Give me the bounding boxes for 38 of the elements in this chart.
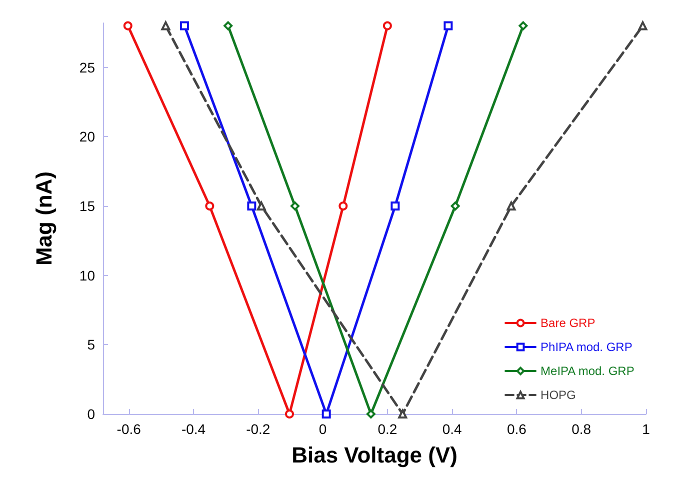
point — [366, 410, 376, 418]
point — [161, 21, 170, 30]
x-tick-label: 0.8 — [572, 421, 592, 437]
point — [322, 410, 331, 418]
x-tick-label: 0 — [318, 421, 327, 437]
y-tick-label: 15 — [79, 198, 96, 214]
point — [247, 202, 256, 211]
point — [180, 21, 189, 30]
point — [382, 21, 392, 30]
point — [338, 202, 348, 211]
y-tick-label: 20 — [79, 128, 96, 145]
point — [205, 202, 214, 211]
legend-label: Bare GRP — [540, 316, 596, 330]
x-tick-label: 0.6 — [506, 421, 527, 437]
point — [285, 410, 294, 418]
point — [450, 202, 460, 211]
x-tick-label: -0.6 — [116, 421, 142, 437]
x-axis-title: Bias Voltage (V) — [292, 442, 458, 468]
point — [444, 21, 453, 30]
point — [638, 21, 648, 30]
x-tick-label: -0.4 — [181, 421, 206, 437]
x-tick-label: 0.4 — [442, 421, 462, 437]
y-tick-label: 5 — [87, 336, 96, 353]
x-tick-label: -0.2 — [246, 421, 270, 437]
y-tick-label: 0 — [87, 406, 96, 422]
point — [518, 21, 528, 30]
x-tick-label: 0.2 — [378, 421, 398, 437]
point — [224, 21, 233, 30]
legend-label: PhIPA mod. GRP — [540, 340, 632, 354]
legend-label: MeIPA mod. GRP — [540, 364, 634, 378]
y-axis-title: Mag (nA) — [32, 171, 56, 266]
point — [290, 202, 300, 211]
x-tick-label: 1 — [642, 421, 650, 437]
legend-label: HOPG — [540, 388, 576, 402]
point — [390, 202, 400, 211]
point — [123, 21, 132, 30]
y-tick-label: 25 — [79, 59, 96, 76]
y-tick-label: 10 — [79, 267, 96, 284]
